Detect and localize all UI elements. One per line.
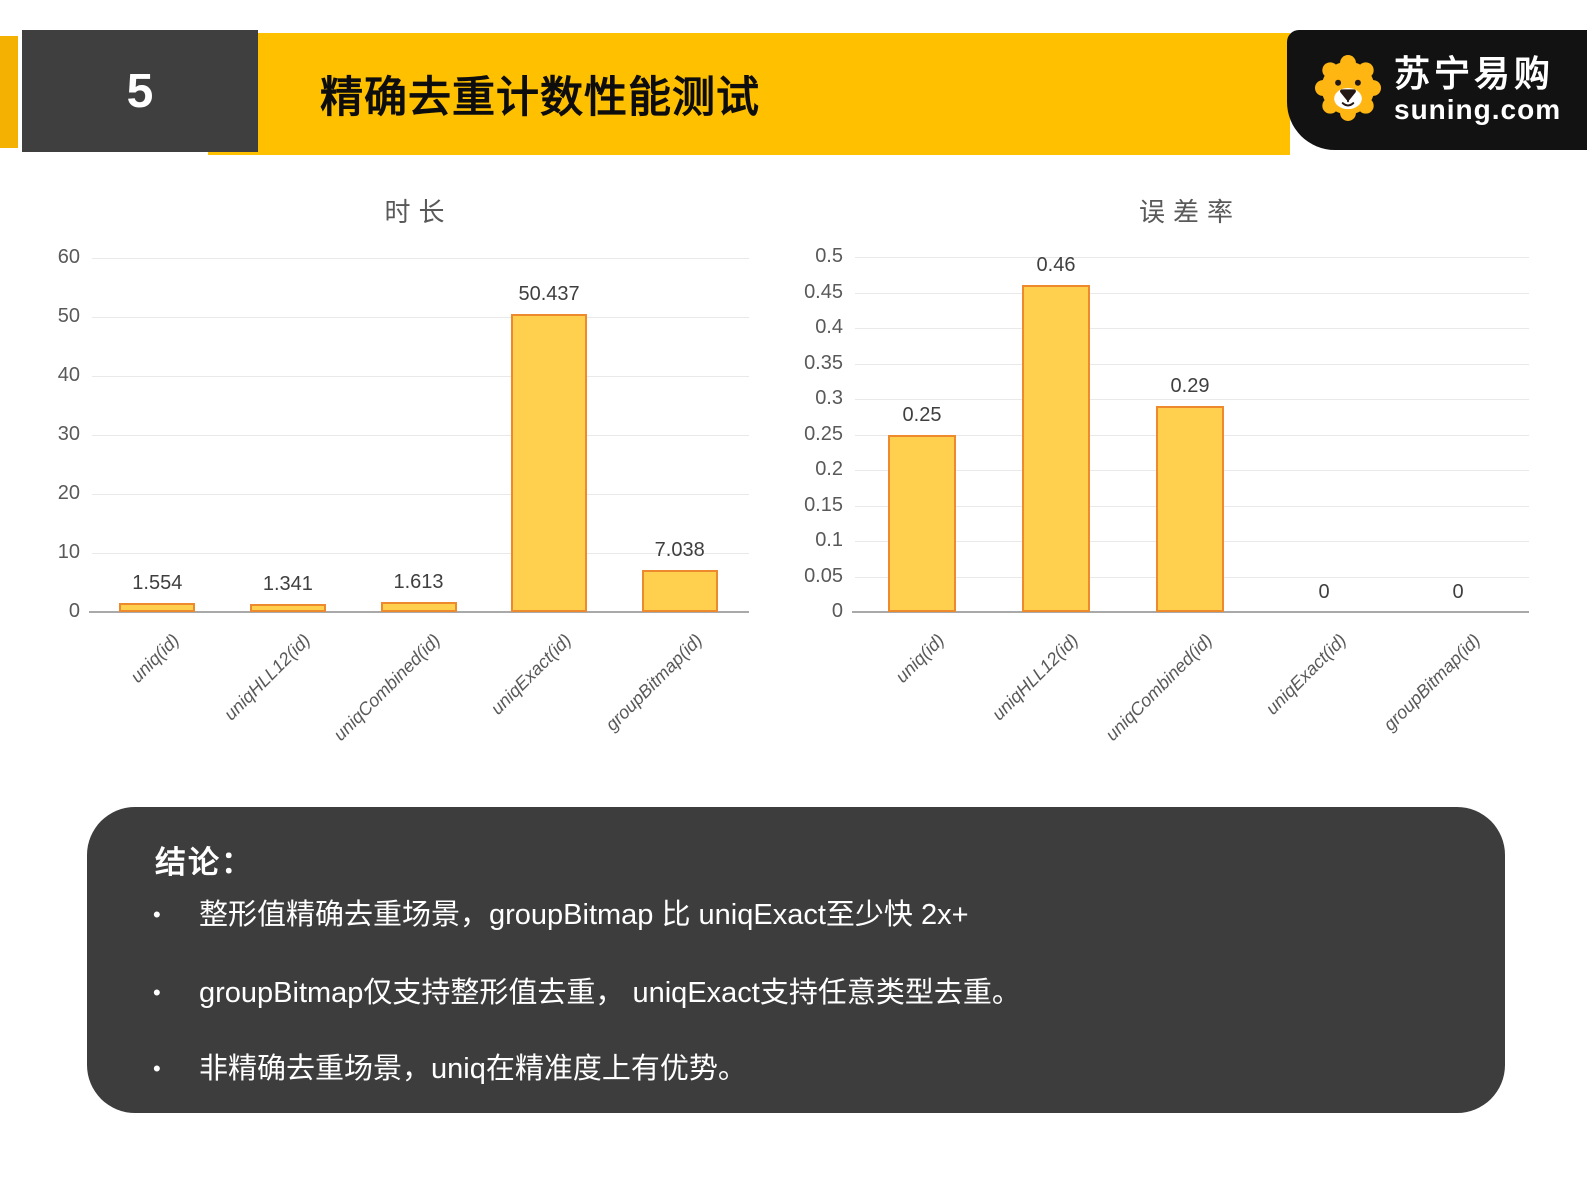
y-axis-tick-label: 20 bbox=[57, 482, 80, 504]
bar-value-label: 0.46 bbox=[1036, 254, 1076, 277]
y-axis-tick-label: 0.5 bbox=[815, 245, 843, 267]
gridline bbox=[92, 376, 749, 377]
bar-value-label: 1.341 bbox=[262, 573, 313, 596]
bar-uniqExact(id) bbox=[511, 314, 588, 612]
bar-uniqHLL12(id) bbox=[1022, 285, 1090, 612]
bar-value-label: 0 bbox=[1318, 581, 1330, 603]
category-label: uniqHLL12(id) bbox=[988, 630, 1083, 725]
logo-domain: suning.com bbox=[1394, 94, 1562, 125]
y-axis-tick-label: 60 bbox=[57, 246, 80, 268]
conclusion-panel: 结论： • 整形值精确去重场景，groupBitmap 比 uniqExact至… bbox=[87, 807, 1505, 1113]
page-number: 5 bbox=[126, 64, 154, 118]
header-band bbox=[208, 33, 1290, 155]
bullet-text: 整形值精确去重场景，groupBitmap 比 uniqExact至少快 2x+ bbox=[199, 899, 969, 931]
page-title: 精确去重计数性能测试 bbox=[320, 74, 760, 122]
bar-value-label: 0.29 bbox=[1170, 375, 1210, 398]
conclusion-heading: 结论： bbox=[155, 845, 254, 880]
y-axis-tick-label: 10 bbox=[57, 541, 80, 563]
bar-uniqCombined(id) bbox=[1156, 406, 1224, 612]
y-axis-tick-label: 0 bbox=[831, 600, 843, 622]
bullet-icon: • bbox=[153, 902, 161, 927]
gridline bbox=[855, 399, 1529, 400]
gridline bbox=[855, 292, 1529, 294]
bar-value-label: 50.437 bbox=[518, 283, 580, 306]
y-axis-tick-label: 40 bbox=[57, 364, 80, 386]
category-label: uniq(id) bbox=[891, 630, 949, 687]
x-axis-line bbox=[852, 611, 1529, 613]
bar-groupBitmap(id) bbox=[641, 570, 718, 612]
bar-uniqHLL12(id) bbox=[249, 604, 326, 612]
conclusion-bullet-1: • 整形值精确去重场景，groupBitmap 比 uniqExact至少快 2… bbox=[153, 895, 1465, 935]
y-axis-tick-label: 0.2 bbox=[815, 458, 843, 480]
chart-title-error-rate: 误差率 bbox=[1138, 197, 1241, 227]
category-label: uniq(id) bbox=[126, 630, 184, 687]
y-axis-tick-label: 0.3 bbox=[815, 387, 843, 409]
bullet-text: 非精确去重场景，uniq在精准度上有优势。 bbox=[199, 1053, 747, 1085]
y-axis-tick-label: 0.25 bbox=[804, 422, 843, 445]
gridline bbox=[855, 363, 1529, 365]
y-axis-tick-label: 0.1 bbox=[815, 529, 843, 551]
x-axis-line bbox=[89, 611, 749, 613]
chart-title-duration: 时长 bbox=[384, 197, 453, 227]
y-axis-tick-label: 0.05 bbox=[804, 564, 843, 587]
y-axis-tick-label: 0.15 bbox=[804, 493, 843, 516]
bar-value-label: 7.038 bbox=[654, 539, 705, 562]
gridline bbox=[92, 553, 749, 554]
suning-logo: 苏宁易购 suning.com bbox=[1287, 30, 1587, 150]
y-axis-tick-label: 0.4 bbox=[815, 316, 843, 338]
bar-uniq(id) bbox=[888, 434, 956, 612]
error-rate-bar-chart: 误差率 0 0.05 0.1 0.15 0.2 0.25 0.3 0.35 0.4 0.45 0.5… bbox=[804, 190, 1535, 780]
logo-brand-name: 苏宁易购 bbox=[1394, 53, 1555, 94]
bullet-text: groupBitmap仅支持整形值去重， uniqExact支持任意类型去重。 bbox=[199, 977, 1021, 1009]
error-rate-plot-area: 0 0.05 0.1 0.15 0.2 0.25 0.3 0.35 0.4 0.45 0.5 0.25… bbox=[804, 245, 1529, 745]
y-axis-tick-label: 50 bbox=[57, 305, 80, 327]
gridline bbox=[92, 258, 749, 259]
bar-value-label: 0.25 bbox=[902, 403, 942, 426]
duration-plot-area: 0 10 20 30 40 50 60 1.554 uniq(id) 1.341 uniqHLL12… bbox=[58, 246, 749, 745]
gridline bbox=[92, 317, 749, 318]
bullet-icon: • bbox=[153, 980, 161, 1005]
category-label: uniqExact(id) bbox=[1261, 630, 1351, 719]
suning-lion-icon bbox=[1315, 54, 1381, 126]
left-accent-strip bbox=[0, 36, 18, 148]
bar-value-label: 0 bbox=[1452, 581, 1464, 603]
conclusion-bullet-3: • 非精确去重场景，uniq在精准度上有优势。 bbox=[153, 1049, 1465, 1089]
category-label: uniqHLL12(id) bbox=[219, 630, 315, 725]
bar-uniq(id) bbox=[119, 602, 196, 612]
y-axis-tick-label: 0.35 bbox=[804, 351, 843, 374]
duration-bar-chart: 时长 0 10 20 30 40 50 60 1.554 uniq(id) 1.341 uniqHL… bbox=[42, 190, 757, 780]
y-axis-tick-label: 30 bbox=[57, 423, 80, 445]
bar-value-label: 1.554 bbox=[132, 571, 183, 594]
bar-uniqCombined(id) bbox=[380, 602, 457, 612]
conclusion-bullet-2: • groupBitmap仅支持整形值去重， uniqExact支持任意类型去重… bbox=[153, 973, 1465, 1013]
y-axis-tick-label: 0 bbox=[68, 600, 80, 622]
category-label: groupBitmap(id) bbox=[1379, 630, 1485, 735]
category-label: uniqCombined(id) bbox=[330, 630, 445, 745]
gridline bbox=[92, 494, 749, 495]
category-label: uniqExact(id) bbox=[486, 630, 576, 719]
page-number-box: 5 bbox=[22, 30, 258, 152]
gridline bbox=[855, 257, 1529, 258]
gridline bbox=[92, 435, 749, 436]
category-label: uniqCombined(id) bbox=[1101, 630, 1217, 745]
category-label: groupBitmap(id) bbox=[601, 630, 706, 735]
bar-value-label: 1.613 bbox=[393, 571, 444, 594]
y-axis-tick-label: 0.45 bbox=[804, 280, 843, 303]
gridline bbox=[855, 328, 1529, 329]
logo-text: 苏宁易购 suning.com bbox=[1394, 56, 1561, 124]
bullet-icon: • bbox=[153, 1056, 161, 1081]
